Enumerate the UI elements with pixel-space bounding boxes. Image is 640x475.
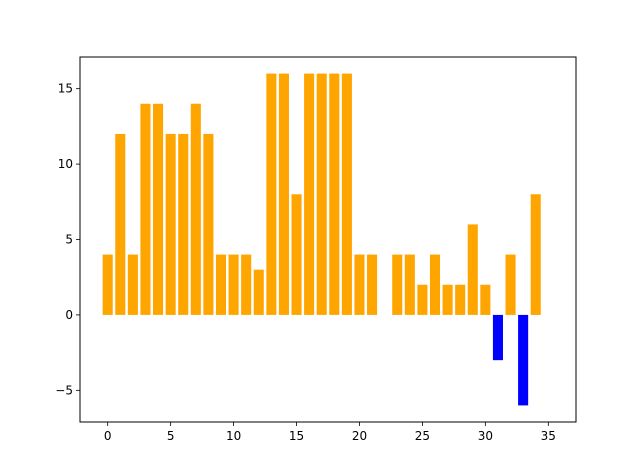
- bar-31: [492, 314, 503, 361]
- bar-11: [241, 254, 252, 315]
- x-tick-label: 5: [167, 429, 175, 443]
- bar-21: [367, 254, 378, 315]
- bar-34: [530, 194, 541, 315]
- bar-26: [429, 254, 441, 315]
- bar-33: [518, 314, 529, 406]
- bar-13: [266, 73, 277, 315]
- bar-7: [190, 103, 201, 315]
- bar-12: [253, 269, 264, 315]
- x-tick-label: 15: [289, 429, 304, 443]
- plot-frame: [79, 56, 577, 423]
- x-axis-ticks: 0 5 10 15 20 25 30 35: [104, 422, 556, 443]
- bar-9: [215, 254, 227, 315]
- bar-17: [316, 73, 327, 315]
- y-tick-label: −5: [55, 383, 73, 397]
- bar-15: [291, 194, 302, 315]
- x-tick-label: 25: [415, 429, 430, 443]
- bar-5: [165, 133, 176, 315]
- bar-16: [304, 73, 315, 315]
- bar-6: [178, 133, 189, 315]
- x-tick-label: 35: [541, 429, 556, 443]
- bar-24: [404, 254, 415, 315]
- y-tick-label: 5: [65, 233, 73, 247]
- bar-14: [278, 73, 289, 315]
- bar-25: [417, 284, 428, 315]
- bar-20: [354, 254, 365, 315]
- bar-30: [480, 284, 491, 315]
- x-tick-label: 10: [226, 429, 241, 443]
- bar-3: [140, 103, 151, 315]
- bar-32: [505, 254, 516, 315]
- bar-1: [115, 133, 126, 315]
- bar-27: [442, 284, 453, 315]
- y-axis-ticks: −5 0 5 10 15: [55, 82, 80, 397]
- bar-19: [341, 73, 352, 315]
- x-tick-label: 20: [352, 429, 367, 443]
- bars-group: [102, 73, 541, 406]
- bar-28: [455, 284, 466, 315]
- bar-10: [228, 254, 239, 315]
- bar-8: [203, 133, 214, 315]
- y-tick-label: 10: [58, 157, 73, 171]
- bar-0: [102, 254, 113, 315]
- bar-29: [467, 224, 478, 315]
- x-tick-label: 0: [104, 429, 112, 443]
- x-tick-label: 30: [478, 429, 493, 443]
- bar-4: [153, 103, 164, 315]
- y-tick-label: 0: [65, 308, 73, 322]
- bar-18: [329, 73, 340, 315]
- bar-23: [392, 254, 403, 315]
- bar-2: [127, 254, 138, 315]
- y-tick-label: 15: [58, 82, 73, 96]
